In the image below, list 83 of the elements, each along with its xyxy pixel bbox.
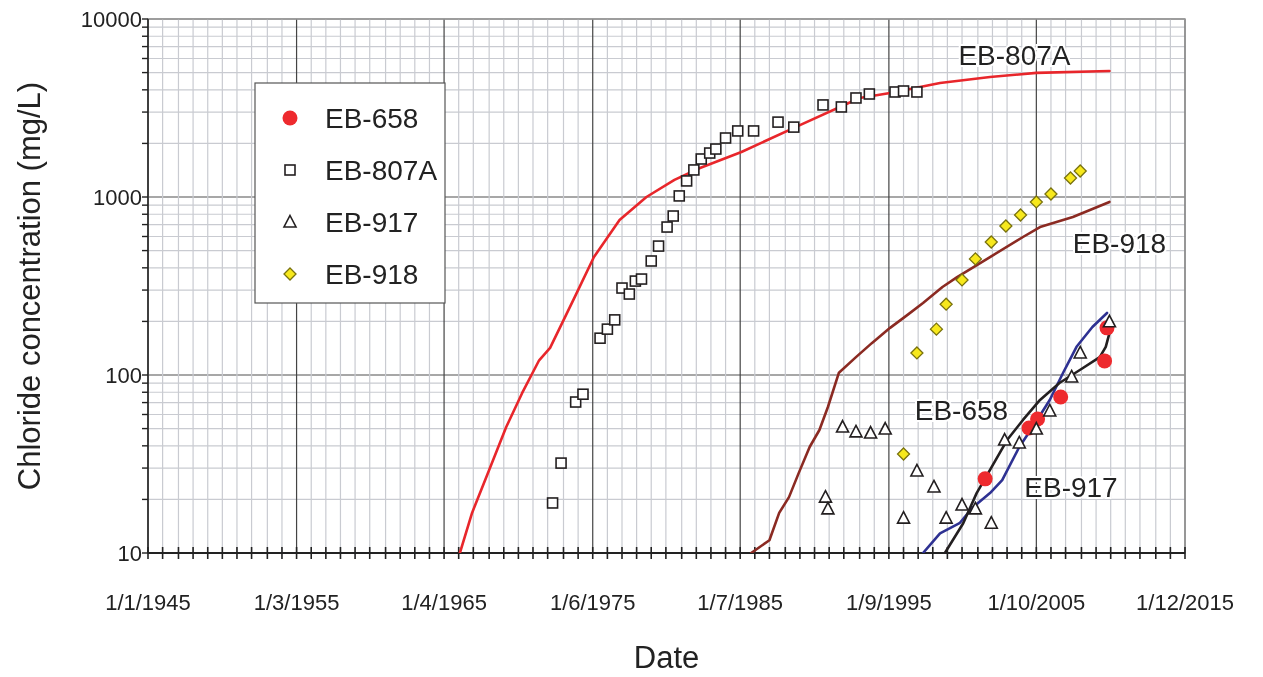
point [939,297,953,311]
x-tick-label: 1/1/1945 [105,590,191,615]
point [878,421,892,435]
point [835,419,850,433]
point [688,164,700,176]
y-axis-title: Chloride concentration (mg/L) [12,81,47,491]
point [910,463,924,477]
point [939,510,953,524]
point [955,497,969,511]
point [695,153,708,165]
point [710,143,722,155]
point [1073,345,1088,359]
point [661,221,673,233]
x-tick-label: 1/10/2005 [987,590,1086,615]
point [1029,195,1043,209]
point [546,497,559,509]
x-tick-label: 1/12/2015 [1136,590,1234,615]
point [817,99,829,111]
point [968,501,983,515]
legend-label: EB-807A [325,155,438,186]
point [897,85,910,97]
point [997,432,1012,446]
point [910,346,924,360]
point [601,323,614,335]
point [1073,164,1087,178]
point [863,88,876,100]
point [968,252,983,266]
x-tick-label: 1/3/1955 [253,590,340,615]
legend-label: EB-918 [325,259,419,290]
point [977,471,993,487]
point [984,235,998,249]
point [788,121,800,133]
point [821,501,835,515]
x-axis-title: Date [633,640,700,675]
point [623,288,636,300]
point [680,175,693,187]
x-tick-label: 1/9/1995 [846,590,932,615]
point [772,116,784,128]
x-tick-label: 1/6/1975 [549,590,636,615]
point [1102,314,1117,328]
point [1064,369,1079,383]
point [719,132,732,144]
point [849,424,863,438]
point [955,273,969,287]
point [818,489,833,503]
point [1012,435,1027,449]
point [863,425,878,439]
point [645,255,658,267]
point [835,101,848,113]
point [1097,353,1113,369]
point [673,190,686,202]
point [1013,208,1028,222]
y-tick-label: 1000 [93,185,142,210]
point [850,92,862,104]
point [731,125,744,137]
point [577,388,589,401]
point [896,510,911,524]
legend-label: EB-658 [325,103,419,134]
point [635,273,648,285]
point [929,322,944,336]
point [927,479,941,493]
point [555,457,567,469]
point [747,125,760,137]
point [1063,171,1078,185]
point [1029,421,1044,435]
x-tick-label: 1/7/1985 [697,590,784,615]
point [984,515,999,530]
y-tick-label: 10000 [80,7,142,32]
point [1044,187,1058,201]
series-label: EB-658 [914,395,1009,427]
point [1053,389,1069,405]
y-tick-label: 100 [105,363,142,388]
point [608,314,621,326]
x-tick-label: 1/4/1965 [401,590,487,615]
point [652,240,665,252]
point [999,219,1013,233]
point [1042,403,1057,417]
y-tick-label: 10 [117,541,142,566]
legend-label: EB-917 [325,207,419,238]
point [911,86,923,98]
series-label: EB-918 [1072,227,1167,259]
point [896,447,911,461]
point [667,210,680,222]
